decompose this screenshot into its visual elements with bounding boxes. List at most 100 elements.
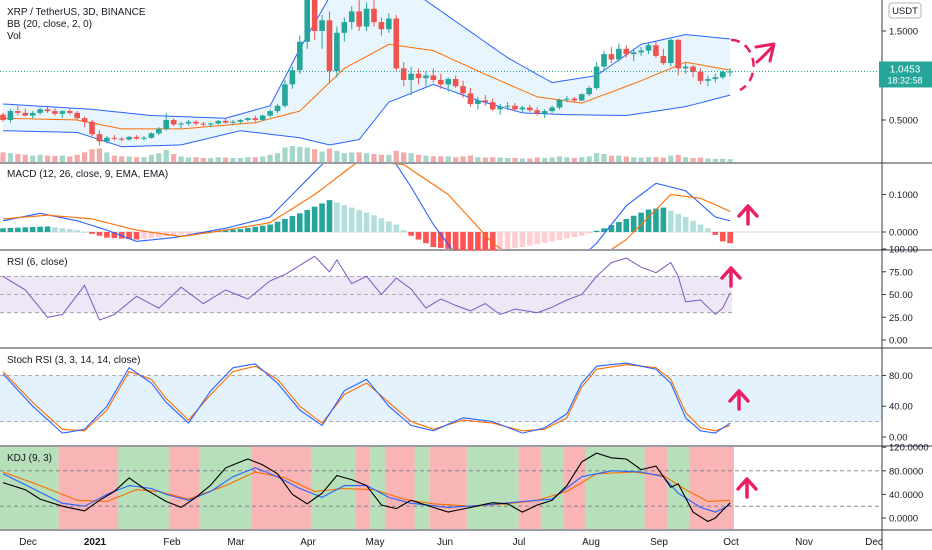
axis-tick-label: 25.00 <box>889 313 913 324</box>
volume-bar <box>542 158 548 162</box>
volume-bar <box>386 154 392 162</box>
date-label: Feb <box>163 537 181 548</box>
macd-histogram-bar <box>460 232 466 251</box>
candle-body <box>193 121 199 124</box>
candle-body <box>719 71 726 78</box>
candle-body <box>371 8 377 23</box>
volume-bar <box>252 157 258 162</box>
volume-bar <box>326 148 333 162</box>
candle-body <box>356 11 362 27</box>
candle-body <box>148 133 155 138</box>
kdj-zone <box>689 447 734 529</box>
kdj-zone <box>58 447 119 529</box>
candle-body <box>504 105 511 107</box>
candle-body <box>185 121 192 124</box>
axis-tick-label: 40.0000 <box>889 490 923 501</box>
volume-bar <box>401 152 407 162</box>
candle-body <box>215 120 221 124</box>
macd-histogram-bar <box>675 213 682 232</box>
macd-histogram-bar <box>311 206 318 232</box>
macd-histogram-bar <box>601 228 607 232</box>
candle-body <box>386 18 392 30</box>
macd-series <box>0 164 882 251</box>
candle-body <box>489 102 496 110</box>
candle-body <box>430 75 437 80</box>
candle-body <box>267 111 273 116</box>
rsi-title: RSI (6, close) <box>7 257 68 268</box>
date-label: Sep <box>650 537 668 548</box>
macd-histogram-bar <box>59 228 66 232</box>
axis-tick-label: 0.00 <box>889 433 908 444</box>
time-axis[interactable]: Dec 2021 Feb Mar Apr May Jun Jul Aug Sep Oct Nov Dec <box>19 537 883 548</box>
macd-histogram-bar <box>534 232 541 245</box>
annotations <box>720 38 776 499</box>
candle-body <box>423 75 429 79</box>
date-label: May <box>366 537 385 548</box>
volume-bar <box>74 154 80 162</box>
macd-histogram-bar <box>81 232 88 233</box>
stoch-band-area <box>0 375 882 422</box>
candle-body <box>363 8 370 27</box>
macd-histogram-bar <box>363 212 370 232</box>
candle-body <box>44 109 51 112</box>
volume-bar <box>653 157 659 162</box>
price-axis[interactable]: 1.50001.00000.50000.10000.0000100.0075.0… <box>882 27 929 525</box>
candle-body <box>81 118 88 122</box>
volume-bar <box>156 153 162 162</box>
macd-histogram-bar <box>104 232 110 238</box>
volume-bar <box>601 154 607 162</box>
macd-histogram-bar <box>74 230 80 232</box>
candle-body <box>259 115 266 120</box>
axis-tick-label: 0.00 <box>889 336 908 347</box>
volume-bar <box>549 157 555 162</box>
candle-body <box>690 66 696 72</box>
candle-body <box>297 41 303 71</box>
candle-body <box>445 79 451 85</box>
macd-histogram-bar <box>15 227 21 232</box>
volume-bar <box>119 156 125 162</box>
macd-histogram-bar <box>445 232 451 249</box>
macd-histogram-bar <box>141 232 147 239</box>
candle-body <box>393 18 400 69</box>
volume-bar <box>616 155 622 162</box>
volume-bar <box>623 156 629 162</box>
volume-bar <box>141 157 147 162</box>
volume-bar <box>274 153 281 162</box>
rsi-line <box>2 255 731 321</box>
candle-body <box>89 121 95 135</box>
candle-body <box>22 112 29 116</box>
candle-body <box>534 110 541 114</box>
volume-bar <box>185 157 192 162</box>
macd-histogram-bar <box>341 205 348 232</box>
macd-histogram-bar <box>712 232 719 235</box>
kdj-zone <box>370 447 386 529</box>
candle-body <box>59 111 66 114</box>
kdj-zone <box>0 447 59 529</box>
candle-body <box>475 100 481 104</box>
vol-title: Vol <box>7 31 21 42</box>
volume-bar <box>89 149 95 162</box>
candle-body <box>668 39 674 64</box>
kdj-zone <box>563 447 586 529</box>
macd-histogram-bar <box>230 229 236 232</box>
candle-body <box>482 100 489 103</box>
candle-body <box>623 48 630 55</box>
currency-badge[interactable] <box>888 2 922 19</box>
candle-body <box>341 22 348 33</box>
candle-body <box>178 123 184 125</box>
candle-body <box>230 121 236 123</box>
candle-body <box>245 118 251 120</box>
candle-body <box>29 112 36 116</box>
volume-bar <box>393 150 399 162</box>
kdj-zone <box>385 447 415 529</box>
axis-tick-label: 1.5000 <box>889 27 918 38</box>
macd-histogram-bar <box>571 232 578 238</box>
date-label: Jun <box>437 537 453 548</box>
price-tag-value: 1.0453 <box>890 64 921 75</box>
volume-bar <box>96 148 103 162</box>
kdj-d-line <box>2 471 731 507</box>
candle-body <box>541 111 548 114</box>
macd-line <box>2 164 731 249</box>
volume-bar <box>579 157 585 162</box>
